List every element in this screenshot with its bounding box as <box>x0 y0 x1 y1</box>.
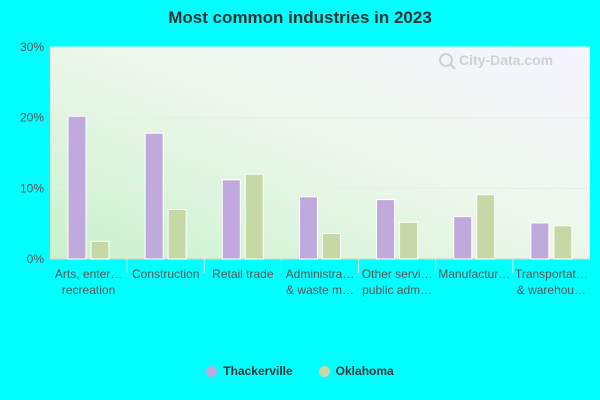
bar-oklahoma[interactable] <box>167 209 187 260</box>
bar-oklahoma[interactable] <box>553 225 573 260</box>
x-tick-label: Arts, enter… <box>55 267 122 281</box>
x-tick-label: Construction <box>132 267 199 281</box>
legend-label: Thackerville <box>223 364 293 378</box>
y-tick-label: 20% <box>20 111 44 125</box>
legend-label: Oklahoma <box>335 364 394 378</box>
chart-title: Most common industries in 2023 <box>168 8 432 27</box>
bar-thackerville[interactable] <box>144 132 164 260</box>
y-tick-label: 10% <box>20 181 44 195</box>
bar-oklahoma[interactable] <box>90 240 110 260</box>
bar-oklahoma[interactable] <box>244 173 264 260</box>
bar-thackerville[interactable] <box>298 196 318 260</box>
plot-background <box>50 47 590 259</box>
legend-item-oklahoma: Oklahoma <box>318 364 394 378</box>
legend-swatch <box>206 365 218 377</box>
bar-thackerville[interactable] <box>221 179 241 260</box>
bar-oklahoma[interactable] <box>321 233 341 260</box>
x-tick-label: recreation <box>62 283 115 297</box>
x-tick-label: Retail trade <box>212 267 274 281</box>
y-axis: 0% 10% 20% 30% <box>20 40 44 266</box>
bars <box>67 115 573 260</box>
legend-swatch <box>318 365 330 377</box>
x-tick-label: Transportat… <box>515 267 588 281</box>
bar-thackerville[interactable] <box>530 222 550 260</box>
svg-text:City-Data.com: City-Data.com <box>459 52 553 68</box>
x-tick-label: public adm… <box>362 283 432 297</box>
bar-thackerville[interactable] <box>67 115 87 260</box>
x-axis: Arts, enter… recreation Construction Retail… <box>55 259 588 297</box>
y-tick-label: 0% <box>27 252 45 266</box>
bar-oklahoma[interactable] <box>476 194 496 260</box>
x-tick-label: Other servi… <box>362 267 433 281</box>
y-tick-label: 30% <box>20 40 44 54</box>
x-tick-label: Administra… <box>286 267 355 281</box>
legend-item-thackerville: Thackerville <box>206 364 293 378</box>
bar-thackerville[interactable] <box>376 199 396 260</box>
legend: Thackerville Oklahoma <box>0 364 600 378</box>
x-tick-label: & waste m… <box>286 283 354 297</box>
x-tick-label: & warehou… <box>517 283 586 297</box>
x-tick-label: Manufactur… <box>438 267 510 281</box>
bar-oklahoma[interactable] <box>399 221 419 260</box>
grid-lines <box>50 46 590 260</box>
watermark-logo: City-Data.com <box>439 52 553 70</box>
bar-thackerville[interactable] <box>453 216 473 260</box>
